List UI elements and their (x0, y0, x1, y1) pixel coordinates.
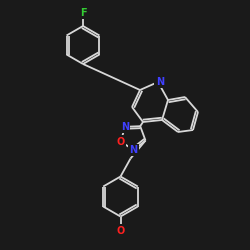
Text: O: O (117, 136, 125, 146)
Text: O: O (116, 226, 125, 235)
Text: N: N (156, 77, 164, 87)
Text: N: N (121, 122, 129, 132)
Text: F: F (80, 8, 86, 18)
Text: N: N (130, 145, 138, 155)
